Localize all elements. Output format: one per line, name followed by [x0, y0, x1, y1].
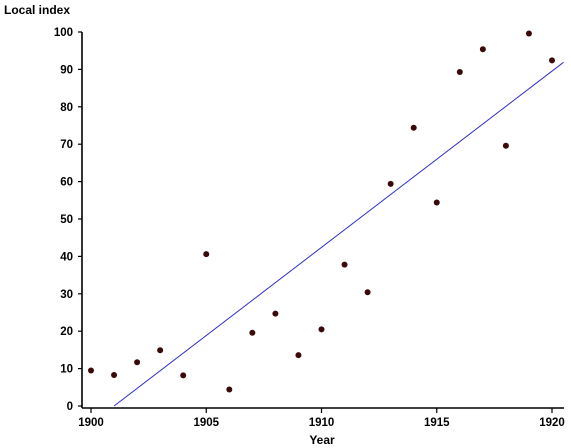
y-tick-label: 60 — [60, 177, 73, 189]
y-tick-label: 80 — [60, 102, 73, 114]
y-tick-label: 100 — [54, 27, 73, 39]
data-point — [387, 180, 394, 187]
y-tick-label: 30 — [60, 289, 73, 301]
data-point — [364, 289, 371, 296]
x-tick-label: 1910 — [309, 417, 335, 429]
data-point — [410, 124, 417, 131]
data-point — [456, 69, 463, 76]
y-tick-label: 70 — [60, 139, 73, 151]
x-tick-label: 1915 — [424, 417, 450, 429]
y-tick-label: 10 — [60, 364, 73, 376]
data-point — [318, 326, 325, 333]
y-tick-label: 50 — [60, 214, 73, 226]
data-point — [433, 199, 440, 206]
y-tick-label: 0 — [67, 401, 73, 413]
data-point — [157, 347, 164, 354]
x-tick-label: 1905 — [193, 417, 219, 429]
data-point — [479, 46, 486, 53]
data-point — [226, 386, 233, 393]
y-axis-title: Local index — [4, 3, 70, 17]
data-point — [88, 367, 94, 374]
x-tick-label: 1920 — [539, 417, 565, 429]
data-point — [180, 372, 187, 379]
data-point — [525, 30, 532, 37]
data-point — [272, 310, 279, 317]
data-point — [111, 371, 118, 378]
x-tick-label: 1900 — [78, 417, 104, 429]
y-tick-label: 20 — [60, 326, 73, 338]
data-point — [295, 352, 302, 359]
data-point — [549, 57, 555, 64]
data-points — [88, 30, 555, 393]
y-tick-label: 40 — [60, 251, 73, 263]
trend-line — [113, 61, 564, 407]
y-axis-ticks: 0 10 20 30 40 50 60 70 80 90 100 — [54, 27, 82, 413]
x-axis-ticks: 1900 1905 1910 1915 1920 — [78, 408, 565, 429]
data-point — [341, 261, 348, 268]
data-point — [203, 251, 210, 258]
data-point — [134, 359, 141, 366]
data-point — [249, 329, 256, 336]
x-axis-title: Year — [309, 433, 335, 447]
y-tick-label: 90 — [60, 64, 73, 76]
data-point — [502, 142, 509, 149]
